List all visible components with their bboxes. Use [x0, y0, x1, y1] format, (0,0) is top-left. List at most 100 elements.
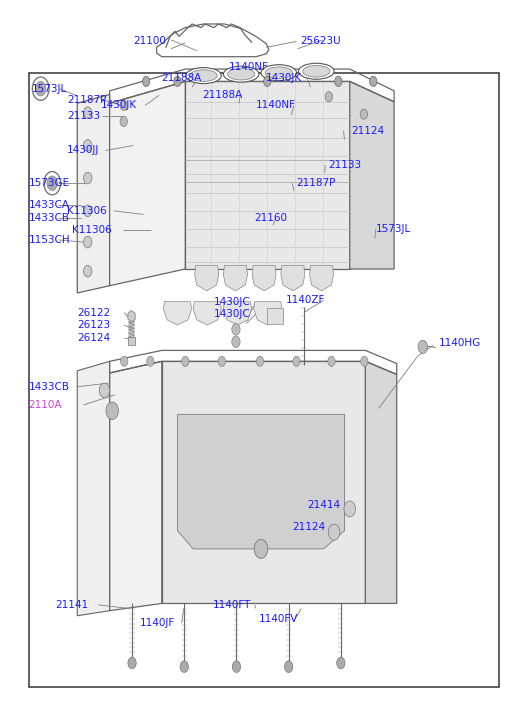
Text: 1140FT: 1140FT: [213, 600, 252, 610]
Text: K11306: K11306: [67, 206, 106, 216]
Circle shape: [264, 76, 271, 87]
Circle shape: [344, 501, 355, 517]
Circle shape: [180, 661, 188, 672]
Ellipse shape: [299, 63, 334, 79]
Text: 1433CA: 1433CA: [29, 200, 70, 210]
Circle shape: [328, 356, 335, 366]
Text: 26124: 26124: [77, 333, 110, 343]
Circle shape: [84, 236, 92, 248]
Circle shape: [370, 76, 377, 87]
Circle shape: [174, 76, 181, 87]
Text: 1153CH: 1153CH: [29, 235, 70, 245]
Text: 21414: 21414: [307, 500, 340, 510]
Circle shape: [84, 265, 92, 277]
Polygon shape: [185, 81, 350, 269]
Text: K11306: K11306: [72, 225, 112, 236]
Text: 21133: 21133: [328, 160, 361, 170]
Circle shape: [254, 539, 268, 558]
Text: 1430JK: 1430JK: [266, 73, 302, 83]
Bar: [128, 337, 135, 345]
Circle shape: [106, 402, 118, 419]
Circle shape: [47, 176, 57, 190]
Text: 1140FV: 1140FV: [258, 614, 298, 624]
Text: 1140NF: 1140NF: [229, 62, 269, 72]
Circle shape: [361, 356, 368, 366]
Circle shape: [120, 100, 127, 111]
Ellipse shape: [303, 65, 330, 77]
Polygon shape: [310, 265, 334, 291]
Circle shape: [335, 76, 342, 87]
Text: 1140NF: 1140NF: [256, 100, 296, 111]
Circle shape: [147, 356, 154, 366]
Text: 1140JF: 1140JF: [140, 618, 175, 628]
Polygon shape: [162, 361, 365, 603]
Polygon shape: [77, 361, 110, 616]
Text: 1430JJ: 1430JJ: [67, 145, 99, 156]
Text: 21124: 21124: [292, 522, 325, 532]
Polygon shape: [281, 265, 305, 291]
Ellipse shape: [228, 68, 255, 80]
Text: 21160: 21160: [255, 213, 288, 223]
Polygon shape: [110, 361, 162, 611]
Text: 25623U: 25623U: [300, 36, 341, 46]
Polygon shape: [193, 302, 221, 325]
Circle shape: [99, 383, 110, 398]
Circle shape: [182, 356, 189, 366]
Circle shape: [232, 661, 241, 672]
Text: 21187P: 21187P: [296, 178, 336, 188]
Circle shape: [218, 356, 226, 366]
Text: 2110A: 2110A: [29, 400, 62, 410]
Text: 26122: 26122: [77, 308, 110, 318]
Ellipse shape: [261, 65, 296, 81]
Text: 1573JL: 1573JL: [31, 84, 67, 94]
Text: 1430JC: 1430JC: [214, 297, 251, 307]
Circle shape: [328, 524, 340, 540]
Bar: [267, 308, 283, 324]
Ellipse shape: [265, 67, 292, 79]
Polygon shape: [177, 414, 345, 549]
Polygon shape: [252, 265, 276, 291]
Text: 21133: 21133: [67, 111, 100, 121]
Polygon shape: [128, 310, 135, 322]
Polygon shape: [350, 81, 394, 269]
Text: 1573JL: 1573JL: [376, 224, 411, 234]
Polygon shape: [365, 361, 397, 603]
Text: 1573GE: 1573GE: [29, 178, 70, 188]
Circle shape: [256, 356, 264, 366]
Polygon shape: [223, 265, 247, 291]
Polygon shape: [77, 95, 110, 293]
Circle shape: [232, 324, 240, 335]
Ellipse shape: [223, 66, 259, 82]
Circle shape: [35, 81, 46, 96]
Circle shape: [337, 657, 345, 669]
Circle shape: [143, 76, 150, 87]
Text: 21188A: 21188A: [161, 73, 201, 83]
Circle shape: [121, 356, 128, 366]
Circle shape: [360, 109, 367, 119]
Text: 21188A: 21188A: [203, 90, 243, 100]
Polygon shape: [254, 302, 282, 325]
Text: 1433CB: 1433CB: [29, 382, 70, 392]
Text: 21141: 21141: [55, 600, 88, 610]
Ellipse shape: [190, 70, 217, 81]
Text: 1433CB: 1433CB: [29, 213, 70, 223]
Circle shape: [84, 140, 92, 151]
Ellipse shape: [186, 68, 221, 84]
Circle shape: [120, 116, 127, 126]
Circle shape: [232, 336, 240, 348]
Text: 21187P: 21187P: [67, 95, 106, 105]
Circle shape: [128, 657, 136, 669]
Circle shape: [418, 340, 428, 353]
Text: 1430JC: 1430JC: [214, 309, 251, 319]
Circle shape: [293, 356, 300, 366]
Circle shape: [84, 107, 92, 119]
Polygon shape: [223, 302, 252, 325]
Text: 1140HG: 1140HG: [438, 338, 481, 348]
Bar: [29, 73, 499, 687]
Text: 1140ZF: 1140ZF: [286, 295, 325, 305]
Circle shape: [84, 205, 92, 217]
Polygon shape: [195, 265, 219, 291]
Circle shape: [284, 661, 293, 672]
Polygon shape: [110, 81, 185, 286]
Text: 26123: 26123: [77, 320, 110, 330]
